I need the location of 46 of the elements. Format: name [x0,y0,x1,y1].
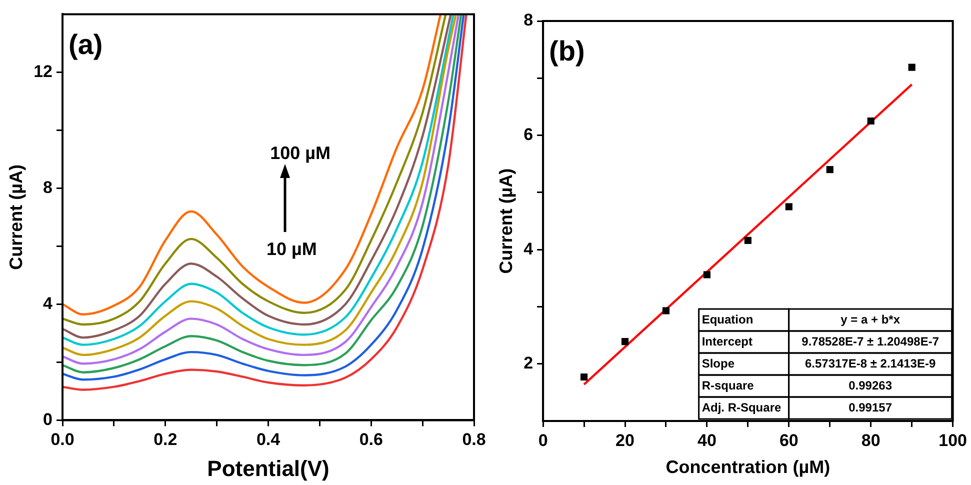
point [621,338,629,346]
x-tick-label: 60 [779,430,798,450]
x-tick-label: 20 [616,430,634,450]
y-tick-label: 8 [43,178,53,197]
x-tick-label: 0.6 [359,430,383,450]
y-tick-label: 0 [43,410,53,429]
point [908,64,916,71]
annotation: y = a + b*x [840,312,900,326]
annotation: R-square [702,378,754,392]
annotation: Equation [702,312,754,326]
y-tick-label: 6 [524,124,534,144]
point [662,307,670,314]
annotation: 0.99263 [848,378,892,392]
x-tick-label: 40 [698,430,716,450]
y-axis-title: Current (µA) [496,168,516,274]
y-tick-label: 2 [524,354,534,373]
point [867,117,874,125]
y-tick-label: 12 [34,62,53,81]
annotation: 6.57317E-8 ± 2.1413E-9 [804,356,936,370]
point [785,203,792,210]
annotation: (a) [68,28,103,60]
x-axis-title: Concentration (µM) [666,457,830,478]
point [580,373,588,381]
y-axis-title: Current (µA) [6,164,26,270]
annotation: Slope [702,356,735,370]
annotation: Adj. R-Square [702,400,782,414]
annotation: (b) [549,36,585,67]
annotation: 100 µM [270,143,331,164]
x-tick-label: 0 [538,430,548,450]
x-tick-label: 0.4 [256,430,281,450]
annotation: Intercept [702,334,753,348]
point [703,271,710,278]
x-axis-title: Potential(V) [207,456,330,481]
annotation: 0.99157 [848,400,892,414]
y-tick-label: 4 [524,239,534,258]
x-tick-label: 0.8 [462,430,486,450]
y-tick-label: 4 [43,294,54,313]
annotation: 10 µM [266,239,317,260]
x-tick-label: 0.2 [154,430,178,450]
x-tick-label: 80 [861,430,880,450]
point [744,236,752,244]
point [826,166,834,174]
x-tick-label: 0.0 [50,430,74,450]
annotation: 9.78528E-7 ± 1.20498E-7 [802,334,940,348]
y-tick-label: 8 [524,10,534,30]
x-tick-label: 100 [938,430,968,450]
